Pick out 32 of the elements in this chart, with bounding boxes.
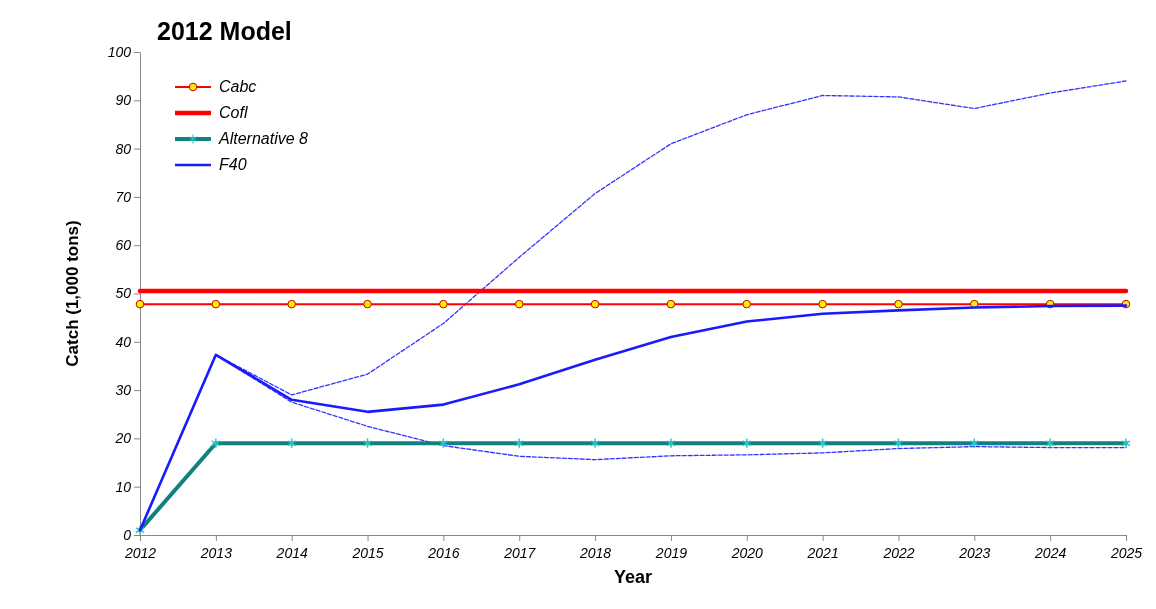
x-tick-label: 2022 bbox=[882, 545, 915, 561]
x-tick-label: 2025 bbox=[1109, 545, 1143, 561]
x-tick-label: 2013 bbox=[199, 545, 233, 561]
x-tick-label: 2023 bbox=[958, 545, 991, 561]
x-tick-label: 2018 bbox=[579, 545, 612, 561]
y-tick-label: 0 bbox=[123, 526, 132, 543]
x-tick-label: 2019 bbox=[654, 545, 688, 561]
y-tick-label: 80 bbox=[115, 140, 132, 157]
y-tick-label: 10 bbox=[115, 478, 132, 495]
x-tick-label: 2017 bbox=[503, 545, 537, 561]
x-tick-label: 2024 bbox=[1034, 545, 1067, 561]
y-tick-label: 30 bbox=[115, 382, 132, 399]
y-tick-label: 40 bbox=[115, 333, 132, 350]
legend-label: F40 bbox=[219, 156, 247, 173]
legend-label: Alternative 8 bbox=[218, 130, 309, 147]
y-tick-label: 70 bbox=[115, 188, 132, 205]
x-axis-title: Year bbox=[613, 567, 653, 587]
x-tick-label: 2015 bbox=[351, 545, 384, 561]
y-tick-label: 100 bbox=[107, 43, 132, 60]
legend-label: Cabc bbox=[219, 78, 257, 95]
x-tick-label: 2016 bbox=[427, 545, 460, 561]
y-tick-label: 20 bbox=[114, 430, 132, 447]
y-tick-label: 60 bbox=[115, 237, 132, 254]
legend-label: Cofl bbox=[219, 104, 248, 121]
x-tick-label: 2012 bbox=[123, 545, 157, 561]
x-tick-label: 2020 bbox=[730, 545, 764, 561]
x-tick-label: 2014 bbox=[275, 545, 308, 561]
y-tick-label: 50 bbox=[115, 285, 132, 302]
y-axis-title: Catch (1,000 tons) bbox=[63, 220, 82, 367]
chart-title: 2012 Model bbox=[157, 17, 292, 45]
x-tick-label: 2021 bbox=[806, 545, 839, 561]
y-tick-label: 90 bbox=[115, 92, 132, 109]
